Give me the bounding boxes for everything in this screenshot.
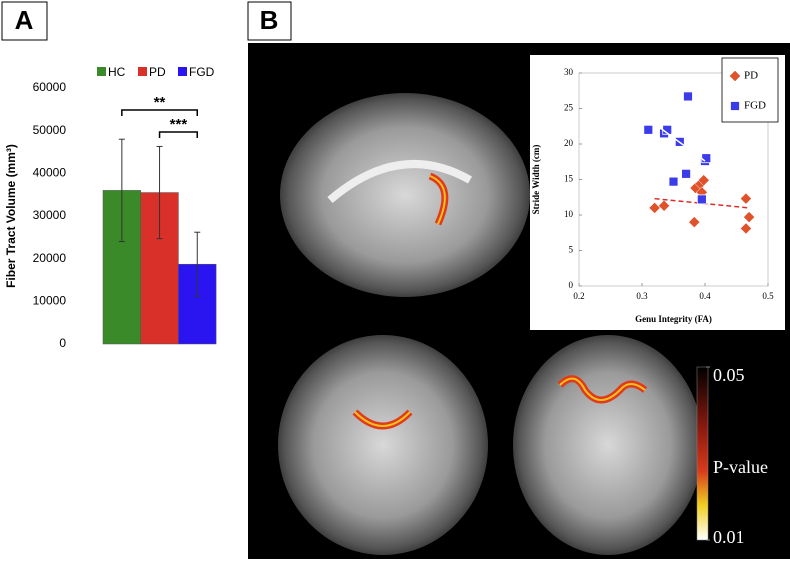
legend-marker	[730, 101, 740, 111]
legend-box	[721, 57, 779, 123]
y-tick-label: 10	[564, 209, 574, 219]
x-axis-title: Genu Integrity (FA)	[635, 314, 712, 324]
y-tick-label: 10000	[33, 294, 67, 308]
y-tick-label: 20000	[33, 251, 67, 265]
x-tick-label: 0.3	[636, 291, 648, 301]
y-tick-label: 25	[564, 103, 574, 113]
panel-label: A	[15, 5, 34, 35]
point	[743, 211, 755, 223]
tract-highlight	[429, 175, 446, 225]
legend-swatch	[178, 67, 187, 76]
colorbar-tick-label: 0.01	[713, 527, 745, 547]
significance-label: ***	[170, 116, 188, 133]
legend-label: PD	[149, 65, 166, 79]
y-tick-label: 20	[564, 138, 574, 148]
panel-label: B	[260, 5, 279, 35]
y-tick-label: 5	[569, 245, 574, 255]
y-tick-label: 0	[59, 336, 66, 350]
point	[681, 168, 691, 179]
colorbar-title: P-value	[713, 457, 768, 477]
point	[696, 194, 707, 205]
x-tick-label: 0.4	[699, 291, 711, 301]
legend-label: FGD	[744, 100, 766, 112]
y-axis-title: Fiber Tract Volume (mm³)	[4, 144, 18, 288]
tract-highlight	[354, 411, 411, 427]
legend-swatch	[97, 67, 106, 76]
fit-line	[647, 118, 706, 162]
y-tick-label: 0	[569, 280, 574, 290]
significance-bracket	[121, 109, 198, 116]
y-tick-label: 15	[564, 174, 574, 184]
point	[648, 202, 661, 214]
point	[658, 199, 670, 212]
colorbar	[696, 366, 709, 541]
y-tick-label: 60000	[33, 80, 67, 94]
y-tick-label: 30000	[33, 208, 67, 222]
point	[643, 124, 654, 135]
x-tick-label: 0.2	[573, 291, 584, 301]
point	[740, 192, 752, 205]
y-tick-label: 30	[564, 67, 574, 77]
brain-sagittal	[280, 93, 530, 297]
point	[697, 174, 710, 187]
tract-highlight	[559, 377, 646, 401]
corpus-callosum	[327, 160, 472, 204]
y-axis-title: Stride Width (cm)	[531, 145, 541, 215]
colorbar-tick-label: 0.05	[713, 365, 745, 385]
point	[701, 153, 712, 164]
significance-label: **	[154, 94, 166, 111]
point	[688, 216, 701, 228]
point	[683, 91, 693, 102]
point	[740, 222, 752, 235]
panel-box	[247, 1, 292, 41]
y-tick-label: 40000	[33, 166, 67, 180]
legend-label: PD	[744, 70, 758, 82]
brain-axial	[513, 335, 703, 555]
y-tick-label: 50000	[33, 123, 67, 137]
legend-label: HC	[108, 65, 126, 79]
x-tick-label: 0.5	[762, 291, 774, 301]
significance-bracket	[158, 131, 198, 138]
legend-swatch	[138, 67, 147, 76]
point	[668, 176, 679, 187]
legend-marker	[729, 70, 741, 82]
brain-coronal	[278, 335, 488, 555]
legend-label: FGD	[189, 65, 215, 79]
panel-box	[1, 1, 48, 41]
